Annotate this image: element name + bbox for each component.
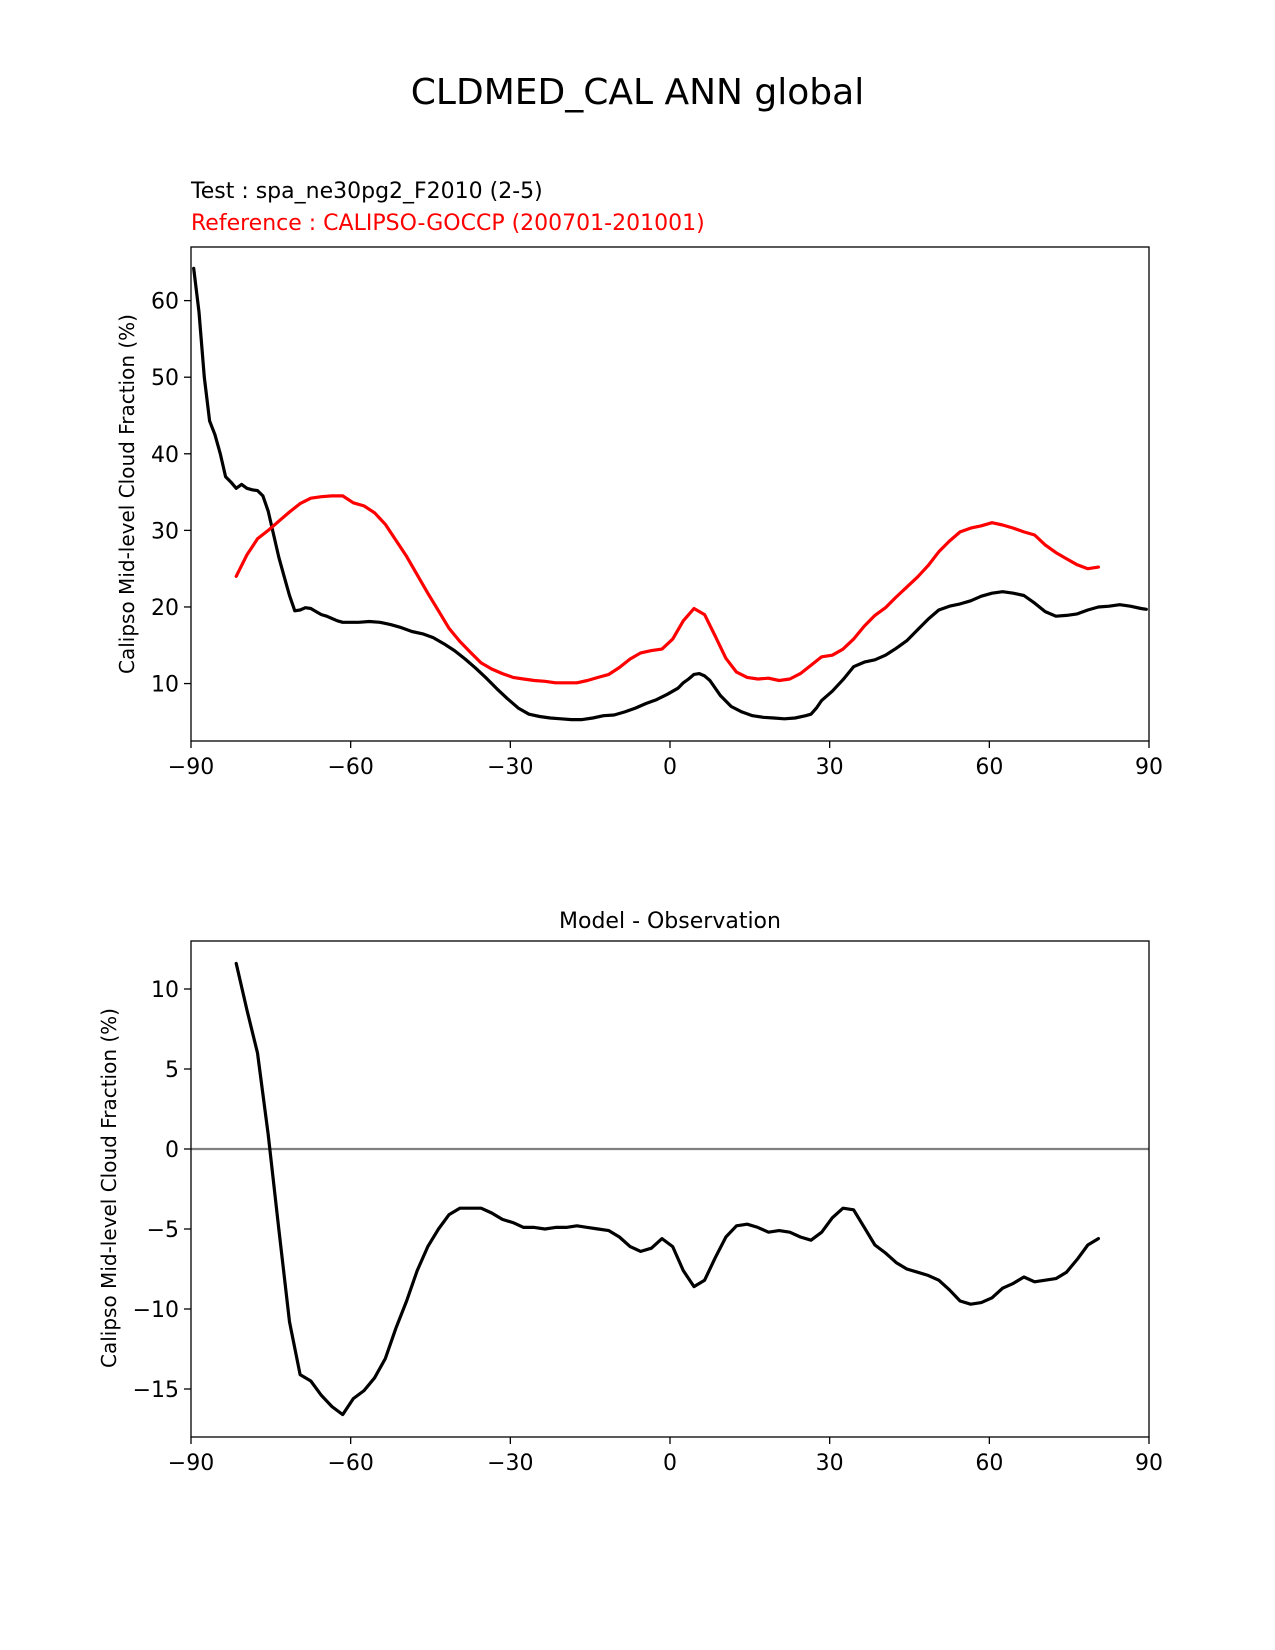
figure-title: CLDMED_CAL ANN global	[410, 72, 865, 113]
bottom-y-tick-label: 5	[165, 1058, 179, 1083]
top-panel: Test : spa_ne30pg2_F2010 (2-5) Reference…	[115, 179, 1163, 780]
top-axes-frame	[190, 246, 1150, 742]
top-y-axis-label: Calipso Mid-level Cloud Fraction (%)	[115, 314, 139, 674]
bottom-y-tick-label: −5	[147, 1218, 179, 1243]
top-x-tick-label: 0	[663, 755, 677, 780]
reference-label: Reference : CALIPSO-GOCCP (200701-201001…	[191, 211, 705, 236]
bottom-y-tick-label: −15	[133, 1378, 179, 1403]
bottom-x-tick-label: 0	[663, 1451, 677, 1476]
top-x-tick-label: 60	[975, 755, 1003, 780]
bottom-panel: Model - Observation Calipso Mid-level Cl…	[97, 909, 1163, 1476]
bottom-x-tick-label: −60	[327, 1451, 373, 1476]
top-y-tick-label: 10	[151, 673, 179, 698]
bottom-axes-frame	[190, 940, 1150, 1438]
top-y-tick-label: 60	[151, 290, 179, 315]
bottom-x-tick-label: −30	[487, 1451, 533, 1476]
bottom-y-tick-label: −10	[133, 1298, 179, 1323]
top-y-tick-label: 50	[151, 366, 179, 391]
bottom-x-tick-label: 60	[975, 1451, 1003, 1476]
bottom-plot-lines	[191, 961, 1149, 1417]
reference-series-line	[234, 494, 1101, 685]
top-plot-lines	[192, 266, 1148, 722]
bottom-panel-title: Model - Observation	[559, 909, 781, 934]
bottom-y-axis-label: Calipso Mid-level Cloud Fraction (%)	[97, 1008, 121, 1368]
bottom-axes-ticks: −90 −60 −30 0 30 60 90 10 5 0 −5 −10 −15	[133, 978, 1163, 1476]
top-x-tick-label: −90	[168, 755, 214, 780]
difference-series-line	[234, 961, 1101, 1417]
top-y-tick-label: 20	[151, 596, 179, 621]
test-series-line	[192, 266, 1148, 722]
test-label: Test : spa_ne30pg2_F2010 (2-5)	[190, 179, 543, 204]
top-x-tick-label: 30	[816, 755, 844, 780]
top-y-tick-label: 40	[151, 443, 179, 468]
bottom-x-tick-label: −90	[168, 1451, 214, 1476]
bottom-y-tick-label: 10	[151, 978, 179, 1003]
top-x-tick-label: −60	[327, 755, 373, 780]
bottom-x-tick-label: 30	[816, 1451, 844, 1476]
top-x-tick-label: 90	[1135, 755, 1163, 780]
top-axes-ticks: −90 −60 −30 0 30 60 90 10 20 30 40 50 60	[151, 290, 1163, 780]
bottom-x-tick-label: 90	[1135, 1451, 1163, 1476]
top-y-tick-label: 30	[151, 519, 179, 544]
top-x-tick-label: −30	[487, 755, 533, 780]
bottom-y-tick-label: 0	[165, 1138, 179, 1163]
